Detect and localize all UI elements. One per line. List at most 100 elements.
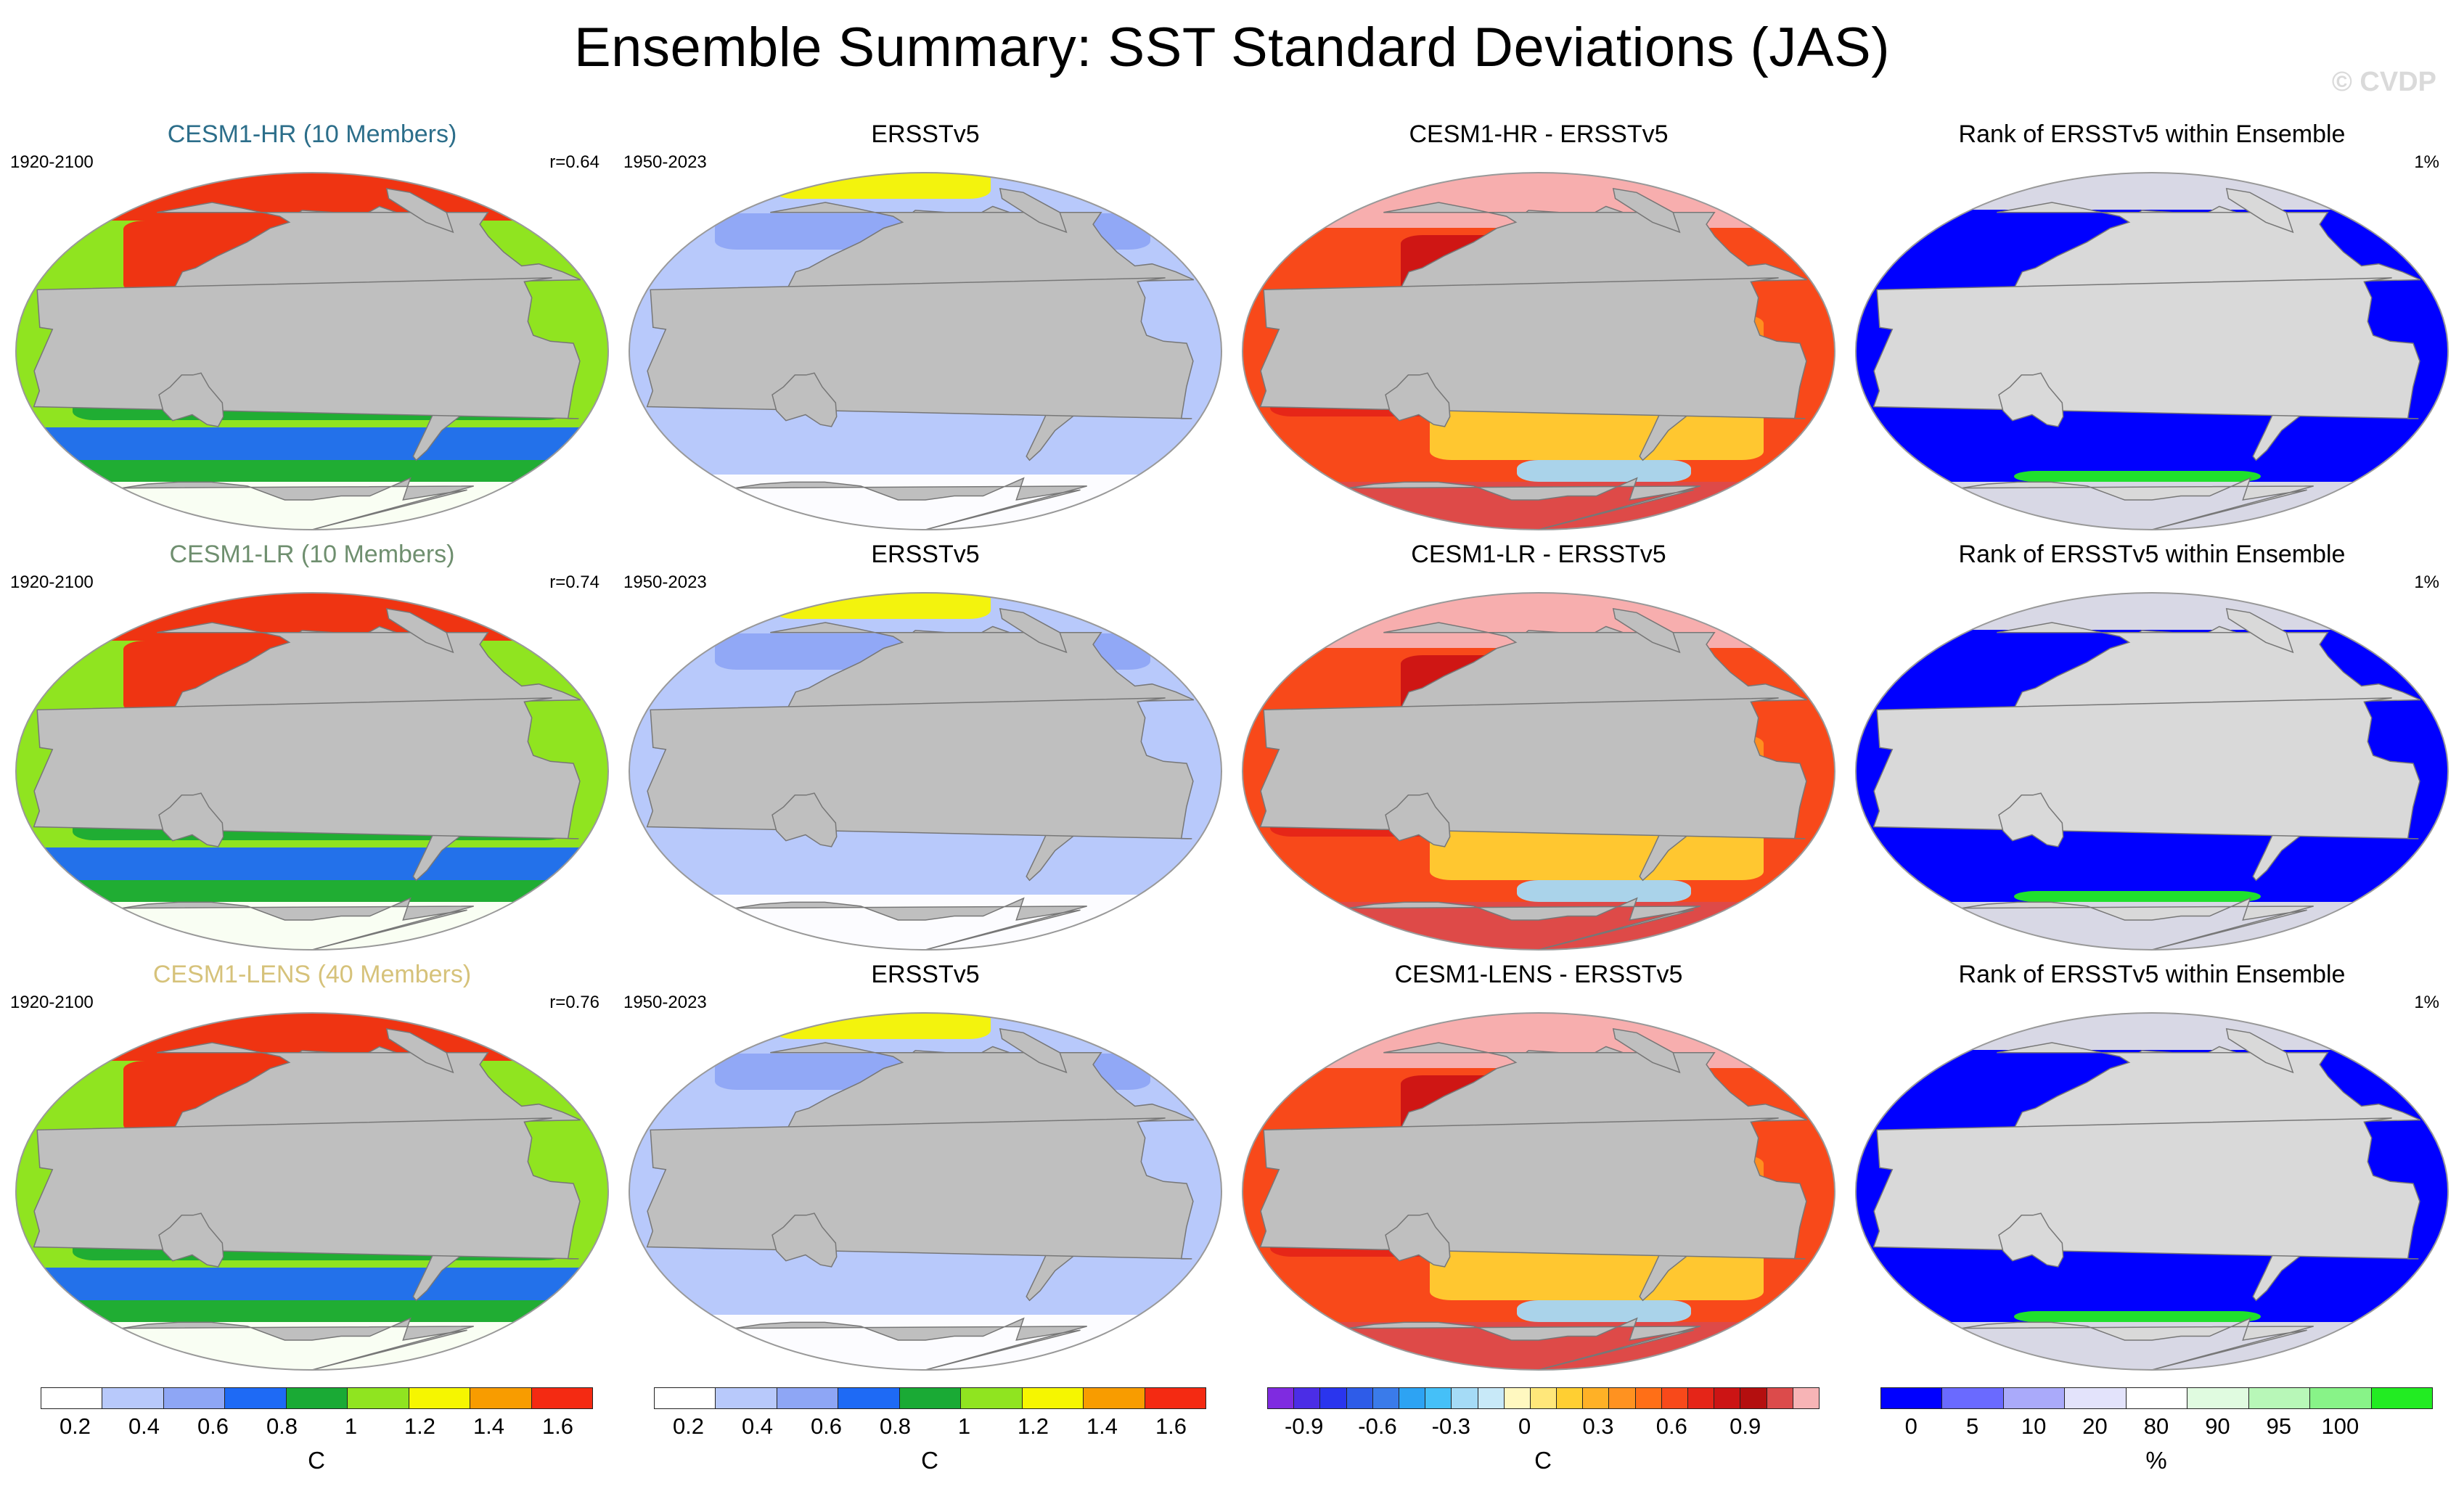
map-outline [1242, 1012, 1835, 1371]
difference-map [1242, 592, 1835, 951]
map-outline [1242, 592, 1835, 951]
colorbar-tick-label: 0.8 [266, 1413, 298, 1439]
land-greenland [1612, 607, 1681, 654]
colorbar-tick-label: 5 [1966, 1413, 1979, 1439]
colorbar-tick-label: 1.6 [1155, 1413, 1187, 1439]
colorbar-swatch [1293, 1387, 1321, 1409]
sst-contour-band [629, 475, 1221, 530]
sst-contour-band [16, 880, 608, 902]
panel-model-row-1: CESM1-HR (10 Members) 1920-2100 r=0.64 [7, 120, 617, 534]
sst-contour-band [629, 895, 1221, 950]
sst-contour-band [1856, 1013, 2448, 1050]
colorbar-swatch [1346, 1387, 1373, 1409]
land-greenland [385, 607, 454, 654]
obs-title: ERSSTv5 [871, 541, 980, 568]
sst-contour-band [1517, 460, 1691, 482]
land-australia [1385, 372, 1451, 427]
colorbar-tick-label: 1.2 [1017, 1413, 1049, 1439]
colorbar-swatch [1425, 1387, 1452, 1409]
colorbar-swatch [408, 1387, 471, 1409]
map-outline [629, 172, 1222, 530]
panel-obs-row-2: ERSSTv5 1950-2023 [621, 541, 1230, 954]
colorbar-swatch [1608, 1387, 1636, 1409]
colorbar-tick-label: 1.6 [541, 1413, 574, 1439]
sst-contour-band [1430, 829, 1764, 880]
colorbar-swatch [1941, 1387, 2004, 1409]
sst-contour-band [629, 1315, 1221, 1370]
colorbar-swatch [654, 1387, 716, 1409]
figure-title: Ensemble Summary: SST Standard Deviation… [573, 17, 1891, 78]
colorbar-tick-label: -0.9 [1284, 1413, 1324, 1439]
obs-std-map [629, 172, 1222, 530]
land-greenland [2225, 1027, 2294, 1074]
panel-diff-row-3: CESM1-LENS - ERSSTv5 [1234, 961, 1843, 1374]
difference-title: CESM1-LENS - ERSSTv5 [1394, 961, 1683, 988]
colorbar-swatch [347, 1387, 409, 1409]
colorbar-swatch [776, 1387, 839, 1409]
panel-diff-row-1: CESM1-HR - ERSSTv5 [1234, 120, 1843, 534]
colorbar-swatch [1451, 1387, 1478, 1409]
land-australia [771, 372, 838, 427]
pattern-correlation: r=0.74 [549, 572, 599, 592]
colorbar-swatch [960, 1387, 1023, 1409]
colorbar-tick-label: 0 [1518, 1413, 1531, 1439]
land-australia [1998, 1212, 2064, 1268]
land-africa [646, 277, 1194, 419]
rank-title: Rank of ERSSTv5 within Ensemble [1958, 541, 2346, 568]
colorbar-swatch [1267, 1387, 1295, 1409]
land-antarctica [121, 897, 474, 950]
colorbar-swatch [1319, 1387, 1347, 1409]
colorbar-swatch [1880, 1387, 1943, 1409]
colorbar-tick-label: 0.2 [59, 1413, 91, 1439]
map-outline [629, 592, 1222, 951]
difference-title: CESM1-HR - ERSSTv5 [1409, 120, 1669, 148]
colorbar-swatch [1503, 1387, 1531, 1409]
land-africa [1259, 697, 1807, 840]
model-title: CESM1-LENS (40 Members) [152, 961, 472, 988]
cvdp-watermark: © CVDP [2331, 67, 2436, 97]
model-title: CESM1-HR (10 Members) [167, 120, 457, 148]
colorbar-tick-label: 1.4 [1086, 1413, 1118, 1439]
colorbar-swatch [1021, 1387, 1084, 1409]
colorbar-swatch [1714, 1387, 1741, 1409]
panel-model-row-2: CESM1-LR (10 Members) 1920-2100 r=0.74 [7, 541, 617, 954]
land-greenland [2225, 187, 2294, 234]
rank-percent-note: 1% [2414, 572, 2439, 592]
panel-diff-row-2: CESM1-LR - ERSSTv5 [1234, 541, 1843, 954]
land-africa [33, 1117, 581, 1260]
land-antarctica [1961, 897, 2314, 950]
difference-title: CESM1-LR - ERSSTv5 [1411, 541, 1666, 568]
land-africa [1872, 697, 2420, 840]
colorbar-tick-label: 80 [2143, 1413, 2169, 1439]
difference-colorbar: C -0.9 -0.6 -0.3 0 0.3 0.6 0.9 [1267, 1387, 1820, 1482]
sst-contour-band [16, 847, 608, 880]
colorbar-unit: C [308, 1447, 325, 1474]
colorbar-swatch [2064, 1387, 2127, 1409]
land-antarctica [1348, 477, 1700, 530]
panel-rank-row-1: Rank of ERSSTv5 within Ensemble 1% [1847, 120, 2457, 534]
colorbar-tick-label: 0.2 [672, 1413, 705, 1439]
sst-contour-band [1856, 173, 2448, 210]
land-africa [646, 697, 1194, 840]
rank-percent-note: 1% [2414, 152, 2439, 172]
model-title: CESM1-LR (10 Members) [169, 541, 455, 568]
land-greenland [1612, 1027, 1681, 1074]
colorbar-swatch [1398, 1387, 1426, 1409]
colorbar-tick-label: -0.3 [1431, 1413, 1471, 1439]
land-greenland [999, 1027, 1068, 1074]
land-greenland [385, 187, 454, 234]
rank-map [1855, 592, 2449, 951]
land-australia [1385, 1212, 1451, 1268]
rank-title: Rank of ERSSTv5 within Ensemble [1958, 120, 2346, 148]
difference-map [1242, 1012, 1835, 1371]
sst-contour-band [1856, 593, 2448, 630]
colorbar-tick-label: 0.6 [197, 1413, 229, 1439]
sst-contour-band [16, 427, 608, 460]
sst-contour-band [16, 1268, 608, 1300]
colorbar-swatch [285, 1387, 348, 1409]
land-africa [646, 1117, 1194, 1260]
colorbar-tick-label: 0.9 [1730, 1413, 1761, 1439]
land-antarctica [734, 477, 1087, 530]
colorbar-swatch [224, 1387, 287, 1409]
obs-std-colorbar: C 0.2 0.4 0.6 0.8 1 1.2 1.4 1.6 [654, 1387, 1206, 1482]
